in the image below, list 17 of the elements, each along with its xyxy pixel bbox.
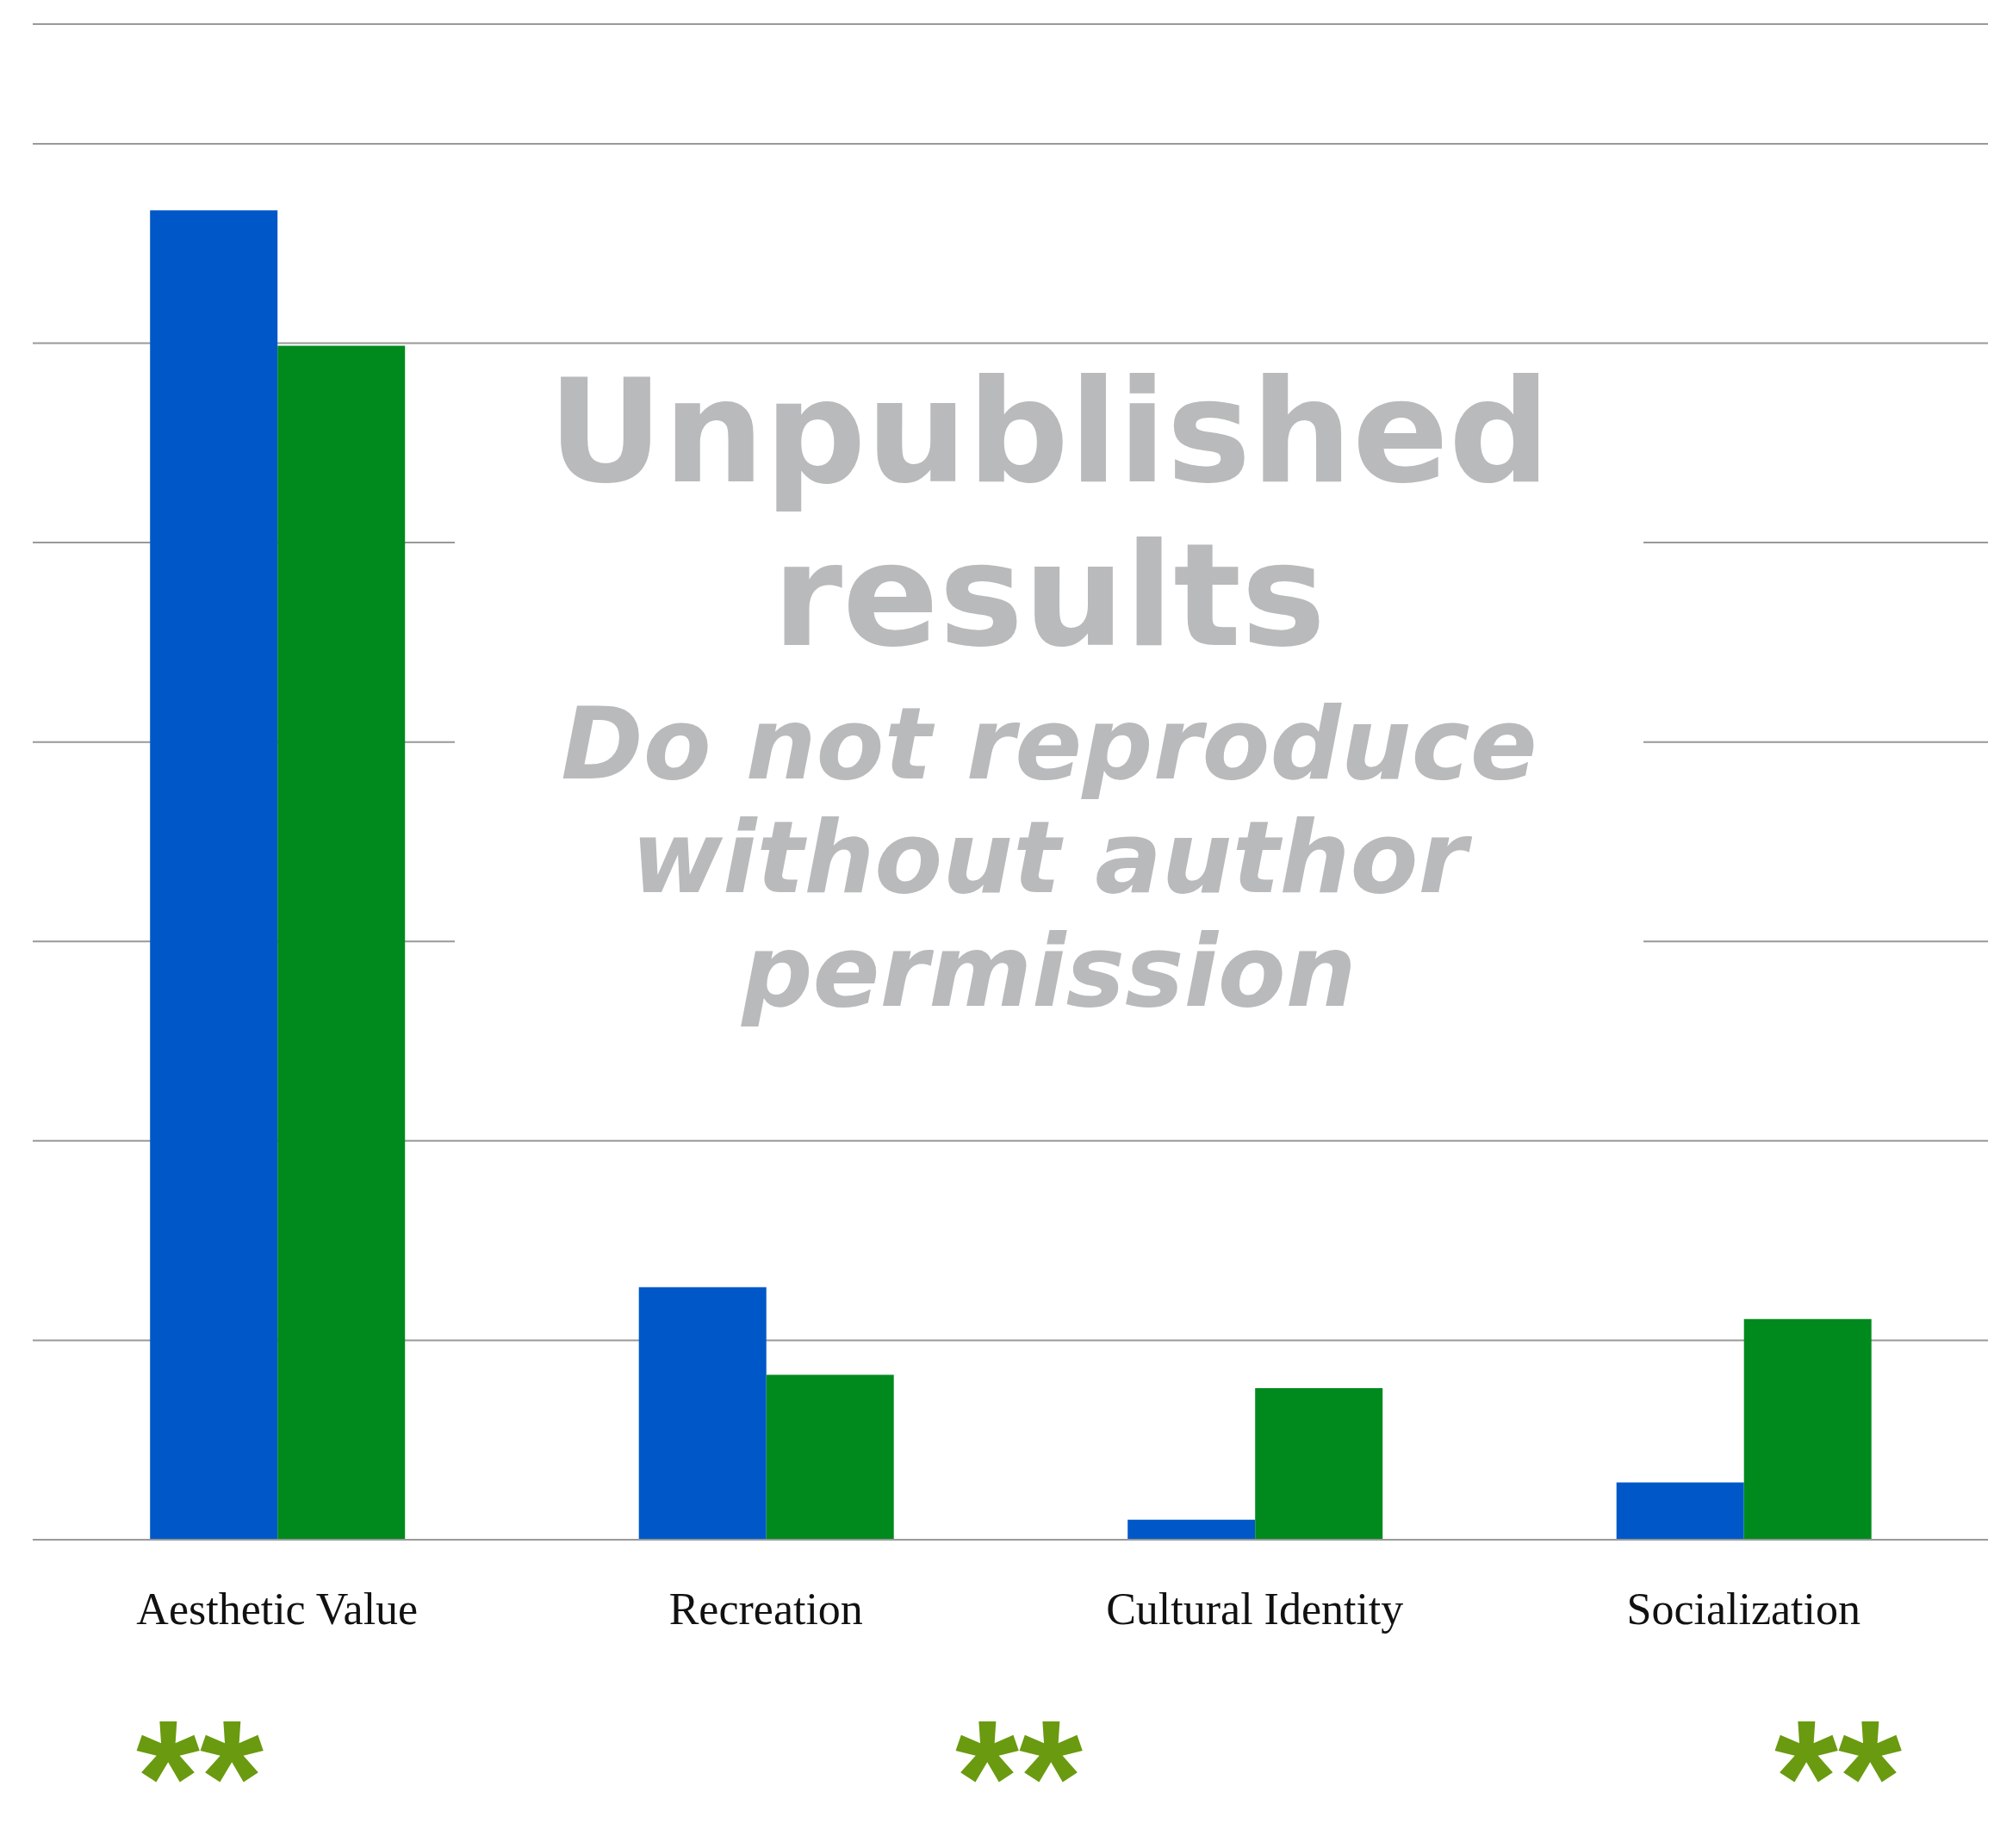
bar [1743,1318,1872,1540]
bar [766,1374,894,1540]
x-tick-label: Recreation [668,1584,863,1634]
bar [638,1287,767,1540]
x-tick-label: Aesthetic Value [136,1584,419,1634]
annotation: Unpublished results [547,350,1551,679]
bar [1127,1519,1256,1540]
annotation: Do not reproduce without author permission [560,685,1538,1029]
bar [1255,1388,1383,1540]
x-tick-label: Socialization [1626,1584,1860,1634]
x-tick-label: Cultural Identity [1106,1584,1404,1634]
text: ** [955,1685,1083,1848]
text: ** [136,1685,264,1848]
bar [150,210,278,1540]
text: ** [1774,1685,1902,1848]
bar [1616,1482,1744,1540]
bar [277,345,406,1540]
